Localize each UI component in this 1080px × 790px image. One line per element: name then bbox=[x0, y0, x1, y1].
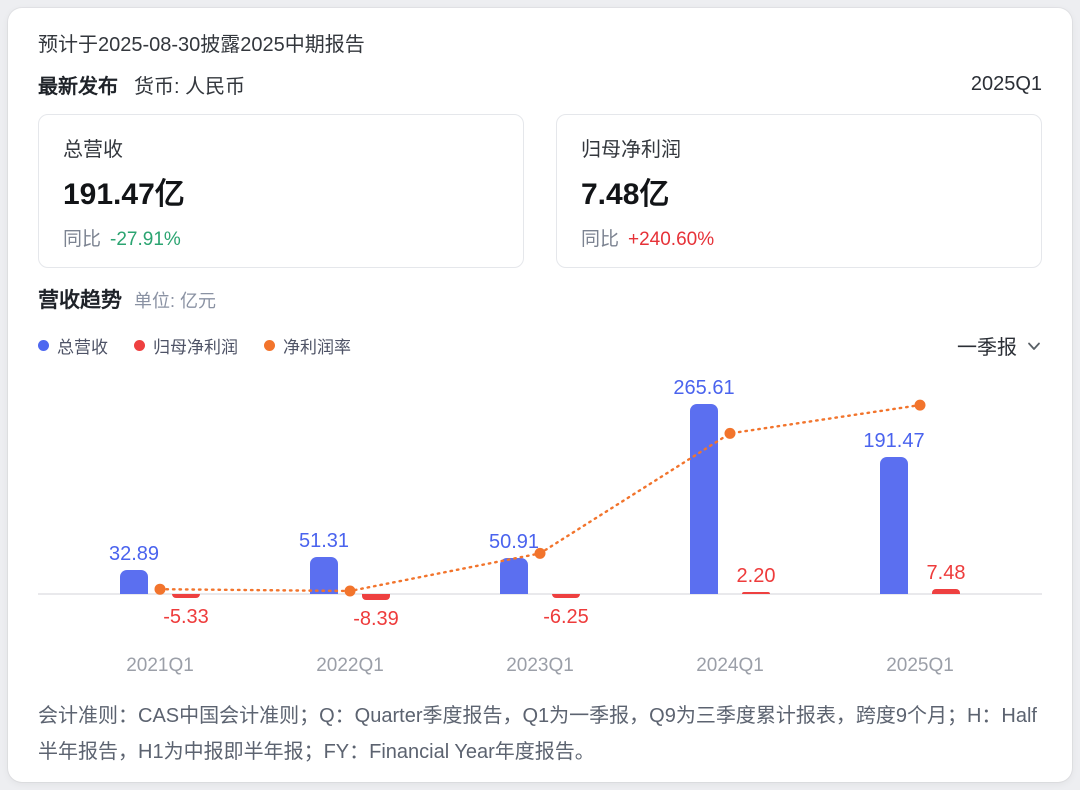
card-value: 7.48亿 bbox=[581, 178, 670, 211]
profit-bar bbox=[362, 594, 390, 600]
report-period-selector[interactable]: 一季报 bbox=[957, 331, 1042, 360]
profit-bar bbox=[742, 592, 770, 594]
revenue-value-label: 191.47 bbox=[863, 430, 925, 453]
profit-value-label: -6.25 bbox=[543, 606, 589, 629]
legend-dot-icon bbox=[38, 340, 49, 351]
legend-item-net-profit[interactable]: 归母净利润 bbox=[134, 333, 238, 358]
yoy-value: -27.91% bbox=[110, 229, 181, 250]
net-margin-point bbox=[724, 427, 736, 439]
profit-bar bbox=[932, 588, 960, 594]
yoy-label: 同比 bbox=[63, 229, 102, 250]
x-axis-line bbox=[38, 593, 1042, 595]
revenue-bar bbox=[310, 557, 338, 594]
profit-bar bbox=[172, 594, 200, 598]
net-margin-point bbox=[914, 399, 926, 411]
revenue-bar bbox=[120, 570, 148, 594]
legend-row: 总营收 归母净利润 净利润率 一季报 bbox=[38, 331, 1042, 360]
legend-dot-icon bbox=[134, 340, 145, 351]
selector-label: 一季报 bbox=[957, 337, 1017, 359]
total-revenue-card: 总营收 191.47亿 同比 -27.91% bbox=[38, 114, 524, 268]
revenue-value-label: 51.31 bbox=[298, 530, 350, 553]
x-axis-label: 2025Q1 bbox=[886, 655, 954, 676]
net-margin-point bbox=[534, 547, 546, 559]
legend-item-revenue[interactable]: 总营收 bbox=[38, 333, 108, 358]
footnote-text: 会计准则：CAS中国会计准则；Q：Quarter季度报告，Q1为一季报，Q9为三… bbox=[38, 705, 1037, 763]
yoy-label: 同比 bbox=[581, 229, 620, 250]
currency-label: 货币: 人民币 bbox=[134, 76, 246, 98]
card-yoy-row: 同比 -27.91% bbox=[63, 224, 499, 251]
card-value: 191.47亿 bbox=[63, 178, 185, 211]
net-margin-line bbox=[154, 399, 926, 597]
x-axis-label: 2022Q1 bbox=[316, 655, 384, 676]
x-axis-label: 2024Q1 bbox=[696, 655, 764, 676]
trend-title: 营收趋势 bbox=[38, 289, 122, 312]
profit-bar bbox=[552, 594, 580, 599]
x-axis-label: 2021Q1 bbox=[126, 655, 194, 676]
chevron-down-icon bbox=[1017, 338, 1042, 354]
latest-release-label: 最新发布 bbox=[38, 76, 118, 98]
net-margin-point bbox=[154, 583, 166, 595]
summary-cards-row: 总营收 191.47亿 同比 -27.91% 归母净利润 7.48亿 同比 +2… bbox=[38, 114, 1042, 268]
card-yoy-row: 同比 +240.60% bbox=[581, 224, 1017, 251]
profit-value-label: 2.20 bbox=[736, 565, 776, 587]
legend-label: 净利润率 bbox=[283, 338, 351, 357]
profit-value-label: -5.33 bbox=[163, 605, 209, 628]
yoy-value: +240.60% bbox=[628, 229, 715, 250]
revenue-value-label: 50.91 bbox=[488, 530, 540, 553]
card-title: 总营收 bbox=[63, 139, 123, 161]
report-subheader: 最新发布 货币: 人民币 2025Q1 bbox=[38, 70, 1042, 99]
revenue-value-label: 265.61 bbox=[673, 377, 735, 400]
legend-item-net-margin[interactable]: 净利润率 bbox=[264, 333, 351, 358]
net-profit-card: 归母净利润 7.48亿 同比 +240.60% bbox=[556, 114, 1042, 268]
trend-unit-label: 单位: 亿元 bbox=[134, 291, 217, 311]
card-title: 归母净利润 bbox=[581, 139, 681, 161]
revenue-bar bbox=[500, 557, 528, 594]
legend-dot-icon bbox=[264, 340, 275, 351]
x-axis-label: 2023Q1 bbox=[506, 655, 574, 676]
revenue-bar bbox=[690, 404, 718, 594]
profit-value-label: -8.39 bbox=[353, 607, 399, 630]
profit-value-label: 7.48 bbox=[926, 561, 966, 584]
current-period-label: 2025Q1 bbox=[970, 73, 1042, 95]
legend-label: 归母净利润 bbox=[153, 338, 238, 357]
legend-label: 总营收 bbox=[57, 338, 108, 357]
trend-section-header: 营收趋势 单位: 亿元 bbox=[38, 284, 1042, 314]
revenue-value-label: 32.89 bbox=[108, 543, 160, 566]
revenue-trend-chart: 32.89 51.31 50.91 265.61 191.47 -5.33 -8.39 -6.… bbox=[38, 368, 1042, 680]
chart-legend: 总营收 归母净利润 净利润率 bbox=[38, 333, 377, 358]
financial-report-panel: 预计于2025-08-30披露2025中期报告 最新发布 货币: 人民币 202… bbox=[8, 8, 1072, 782]
disclosure-notice: 预计于2025-08-30披露2025中期报告 bbox=[38, 34, 365, 56]
revenue-bar bbox=[880, 457, 908, 594]
net-margin-point bbox=[344, 585, 356, 597]
